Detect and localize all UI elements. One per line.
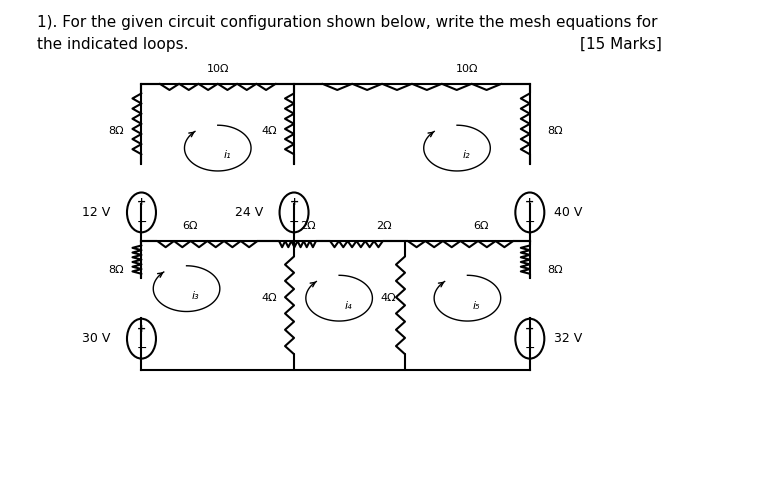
Text: 8Ω: 8Ω [109,265,124,275]
Text: 4Ω: 4Ω [261,126,277,136]
Text: i₄: i₄ [345,301,353,310]
Text: −: − [524,216,535,229]
Text: i₃: i₃ [192,291,200,301]
Text: 2Ω: 2Ω [376,221,392,231]
Text: 8Ω: 8Ω [547,265,563,275]
Text: −: − [289,216,299,229]
Text: 40 V: 40 V [554,206,582,219]
Text: −: − [136,216,147,229]
Text: 32 V: 32 V [554,332,582,345]
Text: 8Ω: 8Ω [109,126,124,136]
Text: +: + [290,198,299,207]
Text: 10Ω: 10Ω [456,64,479,74]
Text: 30 V: 30 V [82,332,110,345]
Text: 8Ω: 8Ω [547,126,563,136]
Text: −: − [524,342,535,355]
Text: [15 Marks]: [15 Marks] [580,37,662,52]
Text: i₅: i₅ [473,301,480,310]
Text: 4Ω: 4Ω [261,293,277,303]
Text: 4Ω: 4Ω [381,293,397,303]
Text: i₁: i₁ [223,150,231,161]
Text: 12 V: 12 V [82,206,110,219]
Text: 24 V: 24 V [235,206,263,219]
Text: 1). For the given circuit configuration shown below, write the mesh equations fo: 1). For the given circuit configuration … [37,14,658,30]
Text: +: + [525,324,534,334]
Text: +: + [525,198,534,207]
Text: +: + [137,324,146,334]
Text: +: + [137,198,146,207]
Text: 6Ω: 6Ω [473,221,489,231]
Text: 6Ω: 6Ω [182,221,198,231]
Text: i₂: i₂ [463,150,470,161]
Text: the indicated loops.: the indicated loops. [37,37,189,52]
Text: −: − [136,342,147,355]
Text: 10Ω: 10Ω [207,64,229,74]
Text: 2Ω: 2Ω [300,221,315,231]
